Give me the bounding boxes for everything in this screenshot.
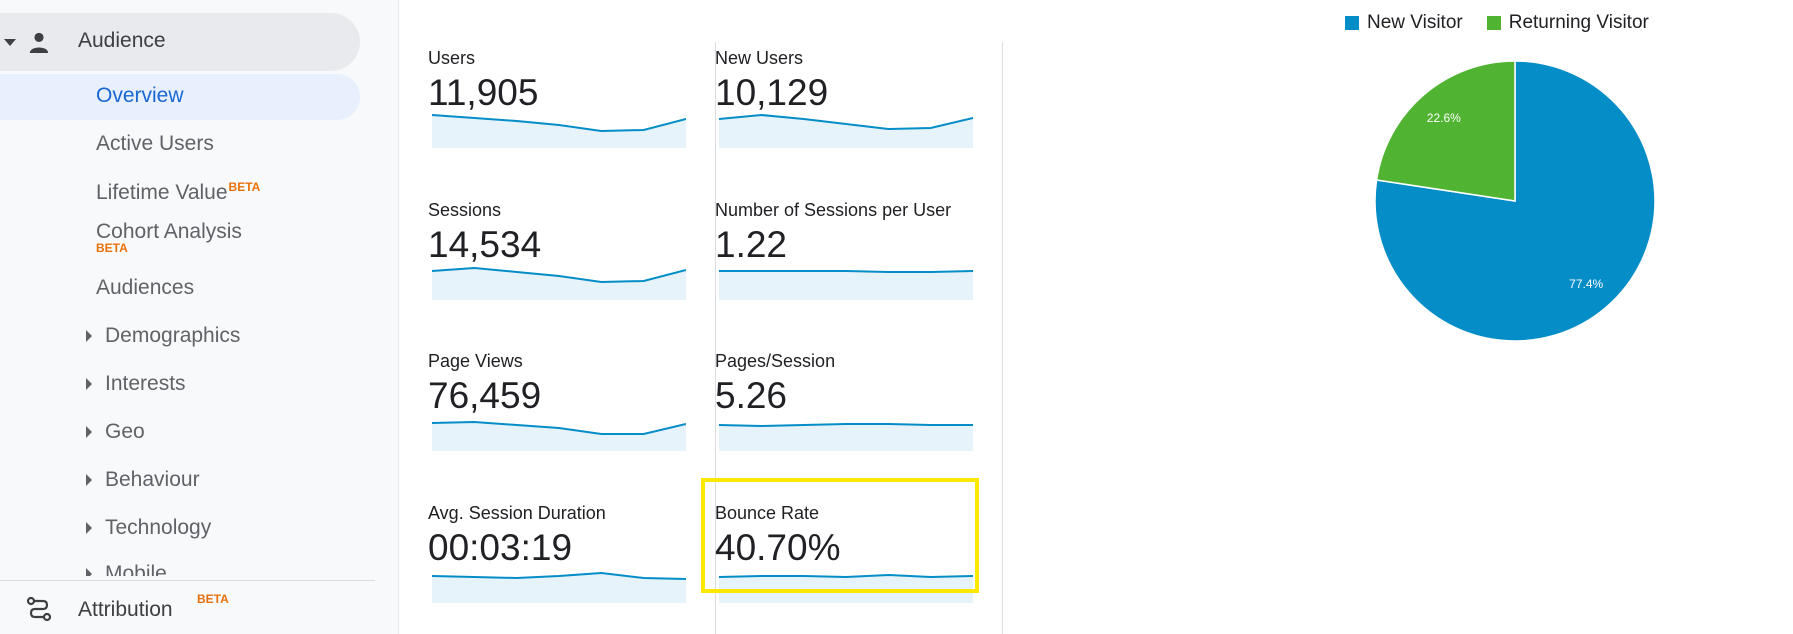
- caret-right-icon: [86, 522, 92, 534]
- sidebar-item-behaviour[interactable]: Behaviour: [86, 468, 200, 492]
- sidebar-item-audiences[interactable]: Audiences: [96, 276, 194, 300]
- sidebar-item-label: Lifetime Value: [96, 181, 228, 204]
- sparkline-line: [432, 571, 686, 580]
- sparkline: [432, 266, 686, 300]
- caret-right-icon: [86, 568, 92, 576]
- sidebar-item-geo[interactable]: Geo: [86, 420, 145, 444]
- sidebar-item-label: Demographics: [105, 324, 241, 347]
- sidebar-item-lifetime-value[interactable]: Lifetime ValueBETA: [96, 180, 260, 205]
- sparkline-line: [719, 270, 973, 273]
- caret-right-icon: [86, 474, 92, 486]
- metric-label: New Users: [715, 48, 804, 68]
- sparkline-line: [432, 420, 686, 435]
- metric-label: Page Views: [428, 351, 523, 371]
- sparkline-area: [432, 268, 686, 300]
- legend-swatch: [1345, 16, 1359, 30]
- pie-label-returning-visitor: 22.6%: [1427, 111, 1461, 125]
- sidebar-item-overview[interactable]: Overview: [0, 74, 360, 120]
- legend-label: Returning Visitor: [1508, 12, 1649, 33]
- sparkline: [719, 423, 973, 451]
- metric-label: Users: [428, 48, 476, 68]
- metric-sessions-per-user[interactable]: Number of Sessions per User 1.22: [715, 194, 1003, 346]
- metric-value: 10,129: [715, 72, 829, 113]
- sparkline-area: [719, 271, 973, 300]
- legend-swatch: [1486, 16, 1501, 30]
- sidebar-item-label: Cohort Analysis: [96, 220, 242, 243]
- metric-value: 1.22: [715, 224, 788, 265]
- sidebar-item-label: Behaviour: [105, 468, 200, 491]
- metric-value: 5.26: [715, 375, 788, 416]
- sparkline-area: [719, 115, 973, 148]
- metric-value: 11,905: [428, 72, 539, 113]
- metric-page-views[interactable]: Page Views 76,459: [428, 345, 716, 497]
- sparkline-area: [432, 422, 686, 451]
- beta-badge: BETA: [228, 180, 261, 194]
- metric-value: 14,534: [428, 224, 542, 265]
- caret-right-icon: [86, 426, 92, 438]
- sidebar-item-label: Overview: [96, 84, 184, 107]
- chart-legend: New Visitor Returning Visitor: [1345, 12, 1673, 34]
- sidebar-item-mobile[interactable]: Mobile: [86, 562, 167, 576]
- metric-label: Sessions: [428, 200, 502, 220]
- sparkline-line: [719, 113, 973, 131]
- sidebar-item-label: Geo: [105, 420, 145, 443]
- visitor-pie-chart: 77.4% 22.6%: [1374, 60, 1656, 342]
- caret-right-icon: [86, 330, 92, 342]
- sparkline: [432, 571, 686, 603]
- sidebar-item-label: Attribution: [78, 598, 173, 621]
- sidebar-item-attribution[interactable]: Attribution BETA: [0, 584, 398, 634]
- sparkline-line: [432, 266, 686, 284]
- caret-right-icon: [86, 378, 92, 390]
- metric-pages-per-session[interactable]: Pages/Session 5.26: [715, 345, 1003, 497]
- legend-item-returning-visitor[interactable]: Returning Visitor: [1486, 12, 1649, 34]
- sidebar-item-demographics[interactable]: Demographics: [86, 324, 240, 348]
- metric-value: 76,459: [428, 375, 542, 416]
- metric-label: Avg. Session Duration: [428, 503, 606, 523]
- beta-badge: BETA: [197, 592, 229, 606]
- metric-label: Number of Sessions per User: [715, 200, 952, 220]
- sidebar-item-label: Audiences: [96, 276, 195, 299]
- sidebar-item-interests[interactable]: Interests: [86, 372, 186, 396]
- sidebar-item-active-users[interactable]: Active Users: [96, 132, 214, 156]
- sidebar-item-label: Technology: [105, 516, 212, 539]
- sparkline-line: [719, 573, 973, 579]
- caret-down-icon[interactable]: [4, 39, 16, 46]
- sidebar-item-technology[interactable]: Technology: [86, 516, 211, 540]
- sidebar-item-label: Active Users: [96, 132, 214, 155]
- sidebar-item-label: Interests: [105, 372, 186, 395]
- metric-value: 40.70%: [715, 527, 841, 568]
- sparkline-area: [432, 115, 686, 148]
- pie-slice-new-visitor[interactable]: [1374, 60, 1656, 342]
- pie-label-new-visitor: 77.4%: [1569, 277, 1603, 291]
- sparkline: [432, 114, 686, 148]
- metric-label: Bounce Rate: [715, 503, 820, 523]
- sidebar-item-cohort-analysis[interactable]: Cohort Analysis: [96, 220, 242, 244]
- metric-sessions[interactable]: Sessions 14,534: [428, 194, 716, 346]
- beta-badge: BETA: [96, 241, 128, 255]
- sparkline: [432, 420, 686, 451]
- legend-label: New Visitor: [1367, 12, 1463, 33]
- sidebar-item-audience[interactable]: Audience: [0, 13, 360, 71]
- metric-label: Pages/Session: [715, 351, 836, 371]
- metric-new-users[interactable]: New Users 10,129: [715, 42, 1003, 194]
- sidebar: Audience Overview Active Users Lifetime …: [0, 0, 399, 634]
- sidebar-item-label: Mobile: [105, 562, 167, 576]
- pie-slice-returning-visitor[interactable]: [1375, 60, 1516, 202]
- sparkline-line: [719, 423, 973, 428]
- sparkline: [719, 113, 973, 148]
- sparkline-area: [432, 573, 686, 603]
- sparkline-line: [432, 114, 686, 133]
- sparkline: [719, 270, 973, 300]
- sparkline-area: [719, 424, 973, 451]
- person-icon: [29, 32, 49, 53]
- sidebar-item-label: Audience: [78, 29, 166, 52]
- metric-value: 00:03:19: [428, 527, 573, 568]
- metric-avg-session-duration[interactable]: Avg. Session Duration 00:03:19: [428, 497, 716, 634]
- sidebar-divider: [0, 580, 375, 581]
- metric-users[interactable]: Users 11,905: [428, 42, 716, 194]
- attribution-icon: [26, 596, 52, 622]
- legend-item-new-visitor[interactable]: New Visitor: [1345, 12, 1463, 34]
- bounce-rate-highlight: [701, 478, 979, 593]
